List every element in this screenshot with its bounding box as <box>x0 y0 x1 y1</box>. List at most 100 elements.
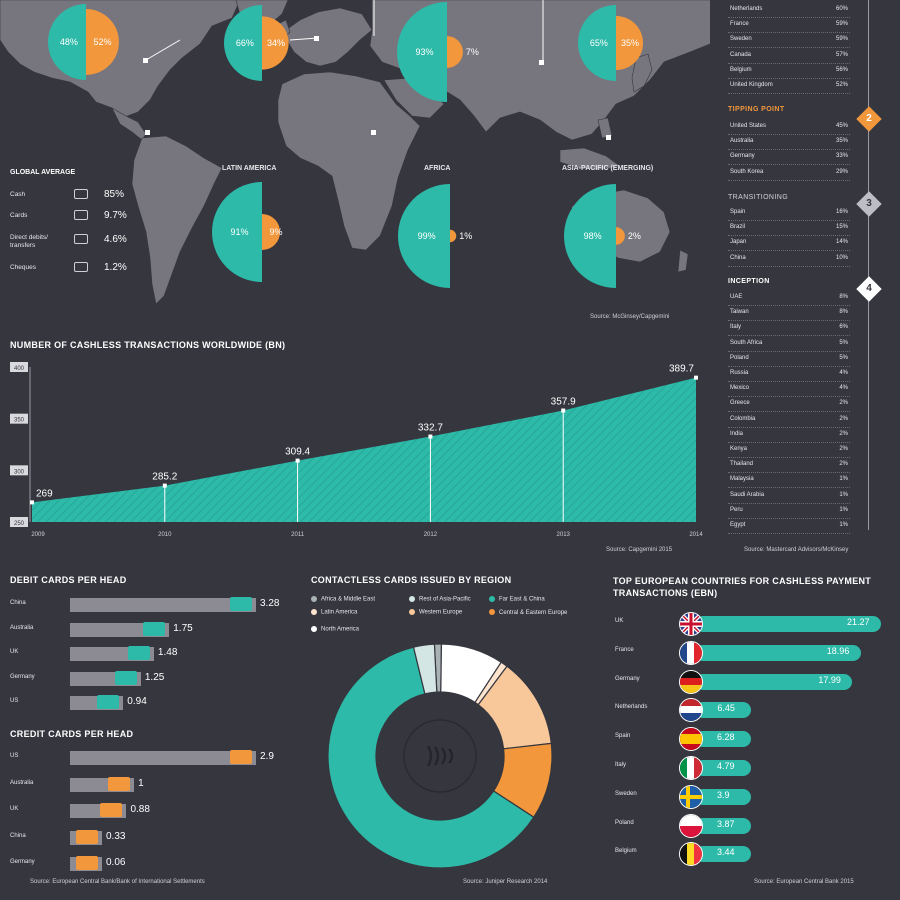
legend-label: Latin America <box>321 609 358 616</box>
bar-label: US <box>10 698 19 704</box>
country-row: Egypt 1% <box>728 519 850 534</box>
country-name: Mexico <box>730 385 750 392</box>
country-name: China <box>730 254 746 261</box>
y-tick-label: 300 <box>14 469 25 475</box>
country-row: Greece 2% <box>728 397 850 413</box>
country-name: United States <box>730 123 767 129</box>
country-value: 2% <box>839 461 848 468</box>
cash-icon <box>74 189 88 199</box>
bar-value: 1.25 <box>144 671 165 683</box>
donut-slice <box>412 643 438 695</box>
map-pie-orange <box>616 15 644 71</box>
x-tick-label: 2011 <box>291 532 305 538</box>
area-point <box>30 500 34 505</box>
stage-3-number: 3 <box>866 198 872 209</box>
bar-row: UK 1.48 <box>10 645 290 663</box>
france-flag-icon <box>679 640 703 665</box>
bar-value: 2.9 <box>260 751 274 762</box>
bar <box>70 751 256 765</box>
credit-chart-title: CREDIT CARDS PER HEAD <box>10 729 134 739</box>
map-pie-orange <box>447 36 463 68</box>
map-pie: 98% 2% <box>564 184 641 288</box>
bar-row: US 2.9 <box>10 749 290 767</box>
bar-label: UK <box>10 806 19 812</box>
card-icon <box>76 856 98 870</box>
legend-swatch <box>489 596 495 602</box>
area-value-label: 285.2 <box>152 472 177 483</box>
map-pie-orange <box>616 227 625 245</box>
country-name: France <box>730 21 749 28</box>
europe-bar <box>695 817 751 834</box>
country-name: Taiwan <box>730 309 749 316</box>
global-average-title: GLOBAL AVERAGE <box>10 169 76 176</box>
country-name: Poland <box>730 354 749 361</box>
global-average-row: Cash 85% <box>10 189 130 203</box>
country-name: United Kingdom <box>730 82 773 88</box>
bar-row: UK 0.88 <box>10 802 290 820</box>
europe-country: Germany <box>615 675 640 682</box>
area-series <box>32 377 696 522</box>
country-row: Malaysia 1% <box>728 473 850 489</box>
stage-3-badge: 3 <box>856 191 882 217</box>
area-value-label: 309.4 <box>285 447 310 458</box>
global-average-row: Direct debits/ transfers 4.6% <box>10 234 130 249</box>
country-value: 14% <box>835 239 848 246</box>
map-pie-orange <box>262 213 281 251</box>
country-row: Belgium 56% <box>728 64 850 79</box>
global-average-label: Cash <box>10 191 26 198</box>
area-chart: 250 300 350 400 269 2009 285.2 2010 309.4 2011 332… <box>10 362 703 538</box>
europe-bar <box>695 846 751 863</box>
map-pie-teal-label: 99% <box>418 231 436 241</box>
country-value: 29% <box>835 168 848 175</box>
europe-row: Poland 3.87 <box>613 812 883 838</box>
legend-swatch <box>489 609 495 616</box>
bar <box>70 598 256 612</box>
cheque-icon <box>74 262 88 272</box>
legend-swatch <box>311 626 317 632</box>
bar-label: UK <box>10 649 19 655</box>
area-point <box>162 483 167 488</box>
country-row: India 2% <box>728 428 850 443</box>
bar-row: US 0.94 <box>10 694 290 712</box>
country-name: Australia <box>730 138 754 145</box>
europe-row: Spain 6.28 <box>613 725 883 752</box>
country-value: 5% <box>839 339 848 346</box>
country-name: Sweden <box>730 36 752 43</box>
card-icon <box>230 597 252 611</box>
legend-item: North America <box>311 626 359 633</box>
country-row: France 59% <box>728 18 850 34</box>
country-name: Peru <box>730 506 743 513</box>
y-tick-label: 400 <box>14 366 25 372</box>
global-average-row: Cards 9.7% <box>10 210 130 224</box>
map-pie: 65% 35% <box>578 5 644 81</box>
area-chart-title: NUMBER OF CASHLESS TRANSACTIONS WORLDWID… <box>10 340 286 350</box>
donut-chart <box>327 643 553 869</box>
country-name: Saudi Arabia <box>730 491 765 498</box>
country-value: 59% <box>835 36 848 43</box>
x-tick-label: 2012 <box>424 532 438 538</box>
europe-value: 3.87 <box>717 818 735 829</box>
legend-item: Africa & Middle East <box>311 596 375 603</box>
global-average-value: 4.6% <box>104 234 127 245</box>
belgium-flag-icon <box>679 842 703 867</box>
card-icon <box>127 646 150 660</box>
country-name: Kenya <box>730 446 748 452</box>
country-row: Mexico 4% <box>728 382 850 398</box>
country-row: Germany 33% <box>728 150 850 166</box>
europe-row: Italy 4.79 <box>613 754 883 780</box>
contactless-wave <box>440 747 447 765</box>
country-row: Canada 57% <box>728 49 850 64</box>
map-pie-orange-label: 1% <box>459 231 472 241</box>
country-value: 6% <box>839 324 848 331</box>
country-value: 8% <box>839 309 848 316</box>
legend-label: Central & Eastern Europe <box>499 610 568 616</box>
map-pie: 66% 34% <box>224 5 289 81</box>
europe-chart-title: TOP EUROPEAN COUNTRIES FOR CASHLESS PAYM… <box>613 576 872 598</box>
country-row: Italy 6% <box>728 321 850 337</box>
country-row: South Africa 5% <box>728 337 850 352</box>
europe-bar <box>695 616 881 632</box>
europe-value: 6.45 <box>717 703 735 714</box>
europe-bar <box>695 702 752 719</box>
sweden-flag-icon <box>679 784 703 809</box>
area-value-label: 357.9 <box>551 397 576 408</box>
